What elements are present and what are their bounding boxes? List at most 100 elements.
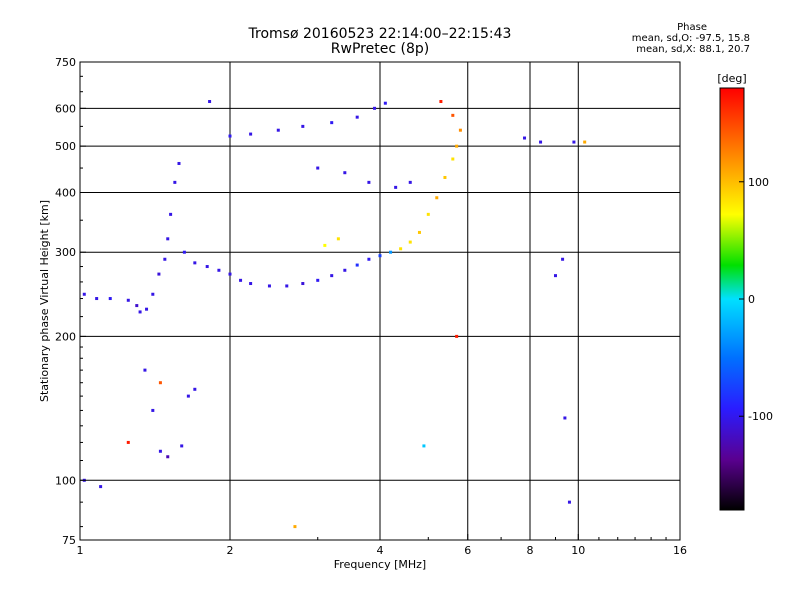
data-point [205,265,209,269]
y-tick-label: 500 [55,140,76,153]
y-tick-label: 100 [55,474,76,487]
data-point [208,100,212,104]
data-point [394,185,398,189]
colorbar-tick-label: 0 [748,293,755,306]
data-point [417,230,421,234]
x-tick-label: 10 [571,544,585,557]
y-axis-ticks: 75 100 200 300 400 500 600 750 [55,56,86,547]
data-point [539,140,543,144]
x-tick-label: 8 [527,544,534,557]
data-point [426,212,430,216]
data-point [95,297,99,301]
data-point [239,278,243,282]
data-point [323,243,327,247]
data-point [163,257,167,261]
data-point [583,140,587,144]
data-point [285,284,289,288]
data-point [367,180,371,184]
data-point [563,416,567,420]
data-point [336,237,340,241]
data-point [408,180,412,184]
data-point [378,254,382,258]
x-tick-label: 4 [377,544,384,557]
phase-info-o-mode: mean, sd,O: -97.5, 15.8 [631,33,750,44]
x-tick-label: 16 [673,544,687,557]
data-point [151,292,155,296]
y-tick-label: 600 [55,102,76,115]
data-point [108,297,112,301]
phase-info-heading: Phase [677,22,707,33]
data-point [567,500,571,504]
colorbar-ticks: 100 0 -100 [739,176,773,423]
colorbar-tick-label: 100 [748,176,769,189]
data-point [343,171,347,175]
data-point [455,334,459,338]
y-axis-label: Stationary phase Virtual Height [km] [38,200,51,402]
data-point [276,128,280,132]
data-point [293,525,297,529]
data-point [267,284,271,288]
data-point [180,444,184,448]
chart-title: Tromsø 20160523 22:14:00–22:15:43 [248,26,512,42]
data-point [367,257,371,261]
data-point [553,274,557,278]
data-point [249,132,253,136]
data-point [443,175,447,179]
x-axis-label: Frequency [MHz] [334,558,426,571]
data-point [126,298,130,302]
x-tick-label: 6 [464,544,471,557]
data-point [173,180,177,184]
data-point [82,292,86,296]
data-point [330,274,334,278]
data-point [177,161,181,165]
data-point [249,282,253,286]
data-point [135,304,139,308]
y-tick-label: 750 [55,56,76,69]
y-tick-label: 400 [55,186,76,199]
y-tick-label: 75 [62,534,76,547]
data-point [330,121,334,125]
data-point [99,485,103,489]
data-point [301,124,305,128]
data-point [316,166,320,170]
data-point [422,444,426,448]
data-point [126,440,130,444]
data-point [408,240,412,244]
data-point [143,368,147,372]
data-point [158,449,162,453]
data-point [389,250,393,254]
y-tick-label: 200 [55,330,76,343]
data-point [455,144,459,148]
data-point [523,136,527,140]
data-point [451,157,455,161]
data-point [458,128,462,132]
data-point [343,268,347,272]
data-point [572,140,576,144]
data-point [145,307,149,311]
data-point [193,261,197,265]
colorbar-label: [deg] [717,72,746,85]
x-axis-ticks: 1 2 4 6 8 10 16 [77,534,687,557]
data-point [193,387,197,391]
data-point [228,272,232,276]
data-point [151,408,155,412]
y-tick-label: 300 [55,246,76,259]
data-point [166,237,170,241]
data-point [435,196,439,200]
data-point [157,272,161,276]
x-tick-label: 1 [77,544,84,557]
data-point [439,100,443,104]
colorbar-tick-label: -100 [748,410,773,423]
data-point [228,134,232,138]
data-point [158,381,162,385]
data-point [355,115,359,119]
data-point [186,394,190,398]
data-point [182,250,186,254]
data-point [166,455,170,459]
data-point [138,310,142,314]
data-point [301,282,305,286]
data-point [399,247,403,251]
data-points [82,100,587,529]
data-point [169,212,173,216]
